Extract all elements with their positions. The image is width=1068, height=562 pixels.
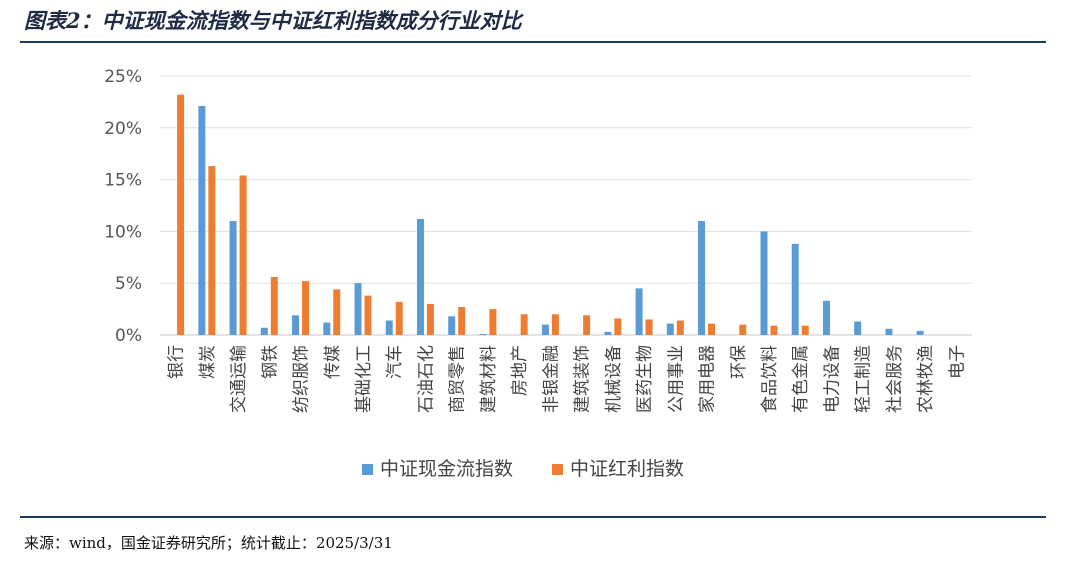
bar-cashflow	[916, 330, 924, 335]
x-tick-label: 医药生物	[635, 345, 655, 413]
bar-cashflow	[854, 321, 862, 335]
x-tick-label: 社会服务	[885, 345, 905, 413]
x-tick-label: 食品饮料	[760, 345, 780, 413]
bar-dividend	[302, 281, 310, 335]
bar-cashflow	[885, 328, 893, 335]
x-tick-label: 环保	[729, 345, 749, 379]
bar-cashflow	[260, 327, 268, 335]
bar-cashflow	[292, 315, 300, 335]
bar-dividend	[270, 276, 278, 335]
y-tick-label: 5%	[115, 274, 142, 294]
bar-cashflow	[354, 283, 362, 335]
bar-cashflow	[760, 231, 768, 335]
x-tick-label: 家用电器	[698, 345, 718, 413]
bar-dividend	[645, 319, 653, 335]
y-tick-label: 15%	[104, 171, 142, 191]
x-tick-label: 房地产	[510, 345, 530, 396]
bar-dividend	[395, 301, 403, 335]
bar-dividend	[333, 289, 341, 335]
x-tick-label: 基础化工	[354, 345, 374, 413]
bar-cashflow	[791, 243, 799, 335]
bar-cashflow	[635, 288, 643, 335]
bar-cashflow	[666, 323, 674, 335]
bar-cashflow	[198, 106, 206, 335]
title-divider	[20, 41, 1046, 43]
legend-label: 中证红利指数	[570, 458, 684, 480]
bar-dividend	[239, 175, 247, 335]
bar-dividend	[551, 314, 559, 335]
bar-dividend	[739, 324, 747, 335]
x-tick-label: 建筑装饰	[573, 345, 593, 413]
bar-dividend	[489, 309, 497, 335]
legend-swatch	[362, 464, 373, 475]
bar-dividend	[520, 314, 528, 335]
bar-dividend	[426, 303, 434, 335]
bar-cashflow	[416, 218, 424, 335]
legend-swatch	[552, 464, 563, 475]
footer-divider	[20, 516, 1046, 518]
y-tick-label: 25%	[104, 67, 142, 87]
x-tick-label: 建筑材料	[479, 345, 499, 413]
bar-dividend	[583, 315, 591, 335]
bar-dividend	[676, 320, 684, 335]
y-tick-label: 10%	[104, 222, 142, 242]
x-tick-label: 纺织服饰	[292, 345, 312, 413]
y-tick-label: 0%	[115, 326, 142, 346]
bar-cashflow	[604, 331, 612, 335]
x-tick-label: 交通运输	[229, 345, 249, 413]
x-tick-label: 煤炭	[198, 345, 218, 379]
bar-dividend	[177, 94, 185, 335]
chart-title: 图表2：中证现金流指数与中证红利指数成分行业对比	[24, 8, 522, 33]
bar-dividend	[458, 307, 466, 335]
x-tick-label: 汽车	[385, 345, 405, 379]
bar-cashflow	[479, 333, 487, 335]
bar-dividend	[708, 323, 716, 335]
x-tick-label: 石油石化	[416, 345, 436, 413]
bar-chart: 0% 5% 10% 15% 20% 25% 银行 煤炭 交通运输 钢铁 纺织服饰 传媒 基础化工 汽车 石油…	[104, 67, 972, 480]
x-tick-label: 传媒	[323, 345, 343, 379]
x-tick-label: 农林牧渔	[916, 345, 936, 413]
x-tick-label: 有色金属	[791, 345, 811, 413]
bar-dividend	[364, 295, 372, 335]
x-tick-label: 公用事业	[666, 345, 686, 413]
bar-dividend	[208, 166, 216, 335]
x-tick-label: 机械设备	[604, 345, 624, 413]
x-tick-label: 电子	[947, 345, 967, 379]
bar-cashflow	[385, 320, 393, 335]
bar-dividend	[801, 325, 809, 335]
y-tick-label: 20%	[104, 119, 142, 139]
bar-cashflow	[541, 324, 549, 335]
bar-cashflow	[822, 300, 830, 335]
bar-cashflow	[229, 221, 237, 335]
legend-label: 中证现金流指数	[380, 458, 513, 480]
x-tick-label: 银行	[167, 345, 187, 379]
x-tick-label: 轻工制造	[854, 345, 874, 413]
source-note: 来源：wind，国金证券研究所；统计截止：2025/3/31	[24, 534, 393, 552]
x-tick-label: 电力设备	[822, 345, 842, 413]
bar-cashflow	[698, 221, 706, 335]
bar-dividend	[770, 325, 778, 335]
x-tick-label: 非银金融	[541, 345, 561, 413]
bar-cashflow	[323, 322, 331, 335]
x-tick-label: 钢铁	[260, 345, 280, 379]
bar-cashflow	[448, 316, 456, 335]
bar-dividend	[614, 318, 622, 335]
x-tick-label: 商贸零售	[448, 345, 468, 413]
